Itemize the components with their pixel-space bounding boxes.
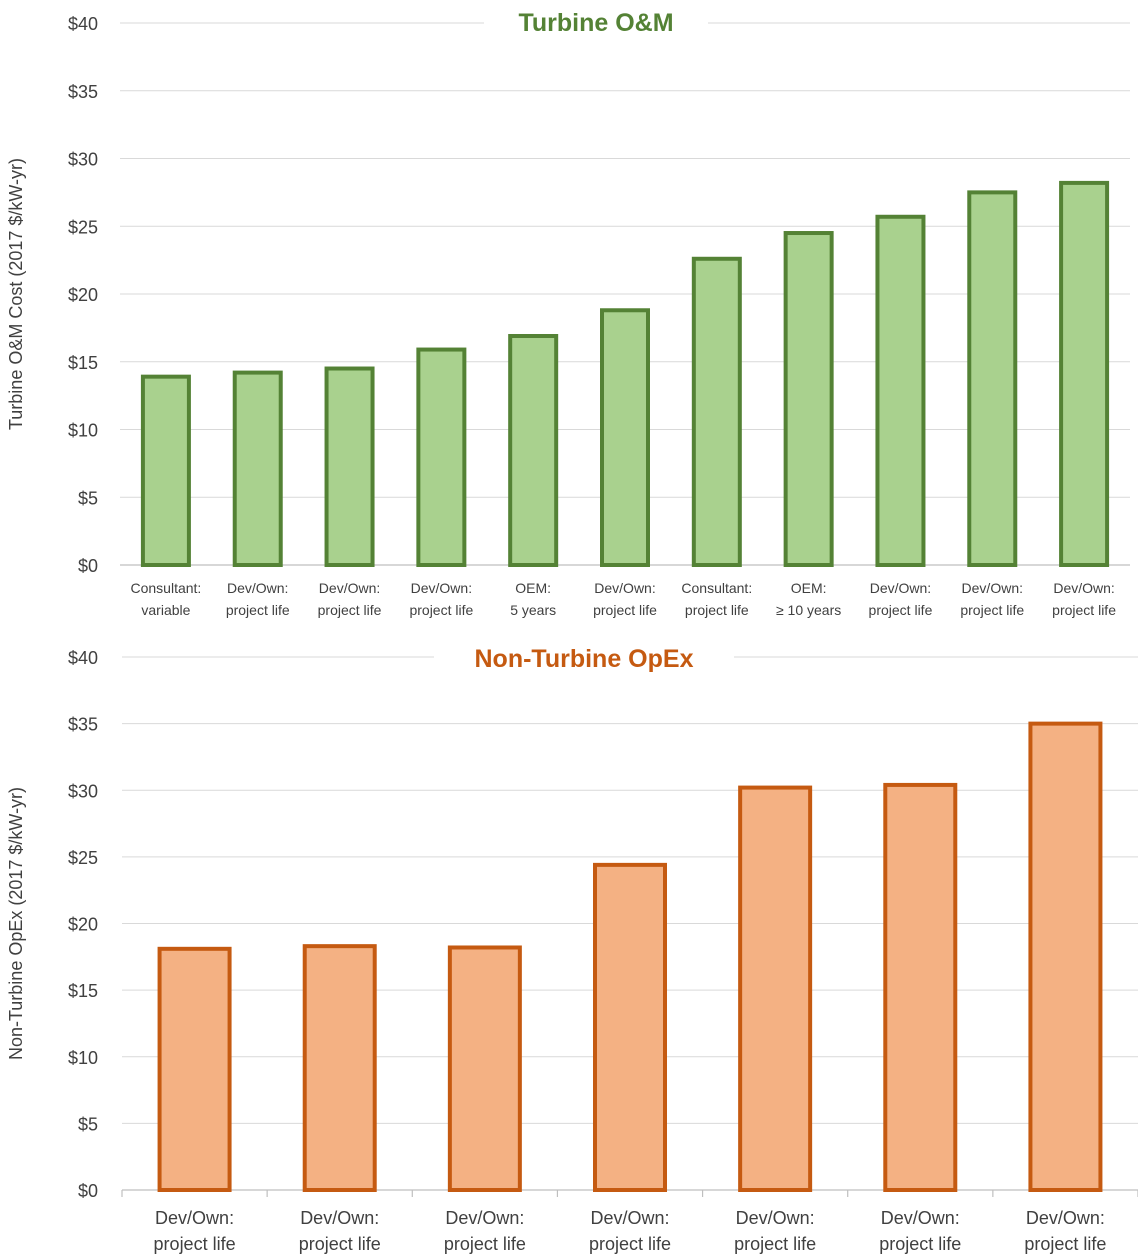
- bar: [157, 946, 232, 1192]
- bar: [1028, 721, 1103, 1192]
- y-tick-label: $0: [78, 1181, 98, 1201]
- y-axis-title: Turbine O&M Cost (2017 $/kW-yr): [6, 158, 26, 430]
- bar: [140, 374, 191, 567]
- x-tick-label: Dev/Own:: [1053, 580, 1114, 596]
- bar: [324, 366, 375, 567]
- bar: [875, 214, 926, 567]
- y-tick-label: $15: [68, 353, 98, 373]
- x-tick-label: project life: [154, 1234, 236, 1254]
- bar: [600, 308, 650, 568]
- x-tick-label: project life: [685, 602, 749, 618]
- y-tick-label: $5: [78, 488, 98, 508]
- chart-title: Turbine O&M: [518, 9, 673, 37]
- chart-title: Non-Turbine OpEx: [475, 645, 694, 673]
- y-tick-label: $10: [68, 1048, 98, 1068]
- x-tick-label: Dev/Own:: [736, 1208, 815, 1228]
- bar: [302, 944, 377, 1193]
- y-tick-label: $35: [68, 715, 98, 735]
- x-tick-label: project life: [879, 1234, 961, 1254]
- x-tick-label: Consultant:: [130, 580, 201, 596]
- x-tick-label: project life: [444, 1234, 526, 1254]
- y-tick-label: $10: [68, 421, 98, 441]
- y-tick-label: $30: [68, 150, 98, 170]
- x-tick-label: project life: [1024, 1234, 1106, 1254]
- x-tick-label: Dev/Own:: [445, 1208, 524, 1228]
- y-tick-label: $5: [78, 1114, 98, 1134]
- x-tick-label: Dev/Own:: [870, 580, 931, 596]
- x-tick-label: project life: [593, 602, 657, 618]
- chart-1: $0 $5 $10 $15 $20 $25 $30 $35 $40 Turbine O&M Cos…: [6, 9, 1130, 618]
- chart-2: $0 $5 $10 $15 $20 $25 $30 $35 $40 Non-Turbine OpE…: [6, 645, 1138, 1254]
- bar: [416, 347, 467, 567]
- bar: [883, 782, 958, 1192]
- x-tick-label: project life: [960, 602, 1024, 618]
- bar: [1059, 180, 1110, 567]
- x-tick-label: project life: [589, 1234, 671, 1254]
- x-tick-label: project life: [1052, 602, 1116, 618]
- x-tick-label: 5 years: [510, 602, 556, 618]
- y-tick-label: $35: [68, 82, 98, 102]
- x-tick-label: Dev/Own:: [881, 1208, 960, 1228]
- y-tick-label: $20: [68, 915, 98, 935]
- bar: [738, 785, 813, 1193]
- bar: [967, 190, 1018, 567]
- x-tick-label: Consultant:: [681, 580, 752, 596]
- x-tick-label: project life: [318, 602, 382, 618]
- x-tick-label: project life: [226, 602, 290, 618]
- x-tick-label: Dev/Own:: [227, 580, 288, 596]
- y-axis-title: Non-Turbine OpEx (2017 $/kW-yr): [6, 787, 26, 1060]
- x-tick-label: Dev/Own:: [590, 1208, 669, 1228]
- bar: [508, 334, 559, 567]
- x-tick-label: ≥ 10 years: [776, 602, 841, 618]
- bar: [447, 945, 522, 1192]
- y-tick-label: $25: [68, 217, 98, 237]
- x-tick-label: OEM:: [515, 580, 551, 596]
- x-tick-label: Dev/Own:: [300, 1208, 379, 1228]
- x-tick-label: project life: [869, 602, 933, 618]
- bar: [593, 862, 667, 1192]
- y-tick-label: $30: [68, 781, 98, 801]
- y-tick-label: $0: [78, 556, 98, 576]
- y-tick-label: $40: [68, 14, 98, 34]
- bar: [783, 231, 834, 567]
- x-tick-label: Dev/Own:: [962, 580, 1023, 596]
- x-tick-label: Dev/Own:: [411, 580, 472, 596]
- x-tick-label: Dev/Own:: [319, 580, 380, 596]
- y-tick-label: $15: [68, 981, 98, 1001]
- x-tick-label: Dev/Own:: [594, 580, 655, 596]
- x-tick-label: variable: [141, 602, 190, 618]
- bar: [232, 370, 283, 567]
- y-tick-label: $40: [68, 648, 98, 668]
- x-tick-label: project life: [299, 1234, 381, 1254]
- x-tick-label: OEM:: [791, 580, 827, 596]
- y-tick-label: $20: [68, 285, 98, 305]
- y-tick-label: $25: [68, 848, 98, 868]
- x-tick-label: project life: [409, 602, 473, 618]
- x-tick-label: Dev/Own:: [1026, 1208, 1105, 1228]
- bar: [691, 256, 742, 567]
- x-tick-label: project life: [734, 1234, 816, 1254]
- x-tick-label: Dev/Own:: [155, 1208, 234, 1228]
